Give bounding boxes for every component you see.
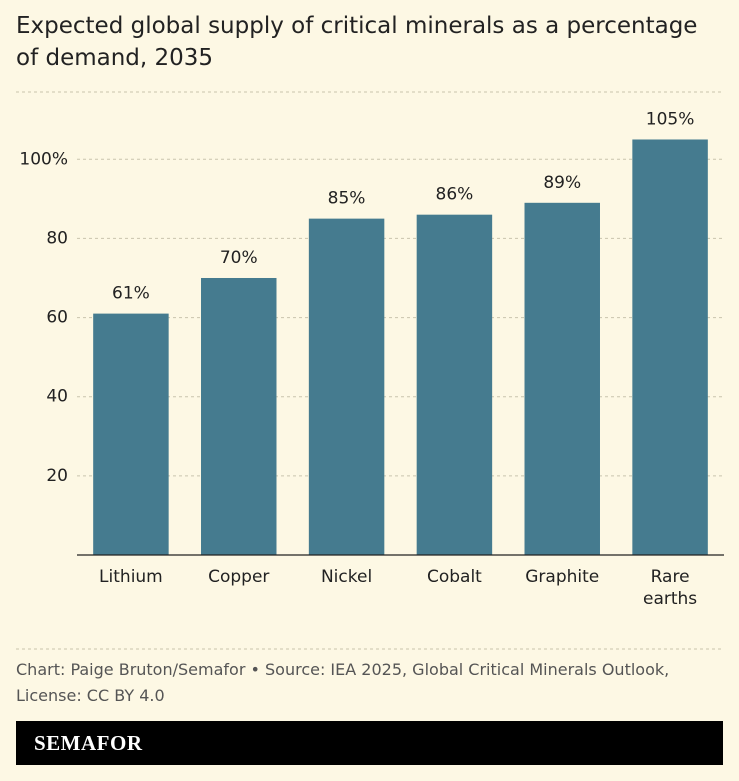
- bar: [416, 214, 493, 555]
- x-tick-label: Graphite: [525, 567, 600, 587]
- bar: [93, 313, 169, 555]
- value-label: 86%: [436, 185, 474, 205]
- y-tick-label: 100%: [19, 149, 68, 169]
- chart: 20 40 60 80 100% 61% 70% 85% 86% 89% 105%: [16, 91, 724, 650]
- chart-title: Expected global supply of critical miner…: [16, 13, 698, 71]
- bar: [308, 218, 385, 555]
- source-note: Chart: Paige Bruton/Semafor • Source: IE…: [16, 660, 670, 705]
- y-tick-label: 20: [46, 466, 68, 486]
- value-label: 85%: [328, 189, 366, 209]
- y-tick-label: 80: [46, 228, 68, 248]
- x-tick-label: Cobalt: [426, 567, 482, 587]
- value-label: 105%: [646, 109, 695, 129]
- bar: [632, 139, 708, 555]
- x-tick-label: Nickel: [320, 567, 373, 587]
- x-tick-label: Rare earths: [642, 567, 698, 609]
- brand-bar: SEMAFOR: [16, 721, 723, 765]
- brand-logo: SEMAFOR: [34, 731, 143, 755]
- value-label: 89%: [543, 173, 581, 193]
- value-label: 70%: [220, 248, 258, 268]
- value-label: 61%: [112, 284, 150, 304]
- y-tick-label: 40: [46, 387, 68, 407]
- bar: [524, 202, 600, 556]
- x-tick-label: Copper: [208, 567, 270, 587]
- x-tick-label: Lithium: [99, 567, 163, 587]
- y-tick-label: 60: [46, 308, 68, 328]
- bar: [201, 277, 277, 555]
